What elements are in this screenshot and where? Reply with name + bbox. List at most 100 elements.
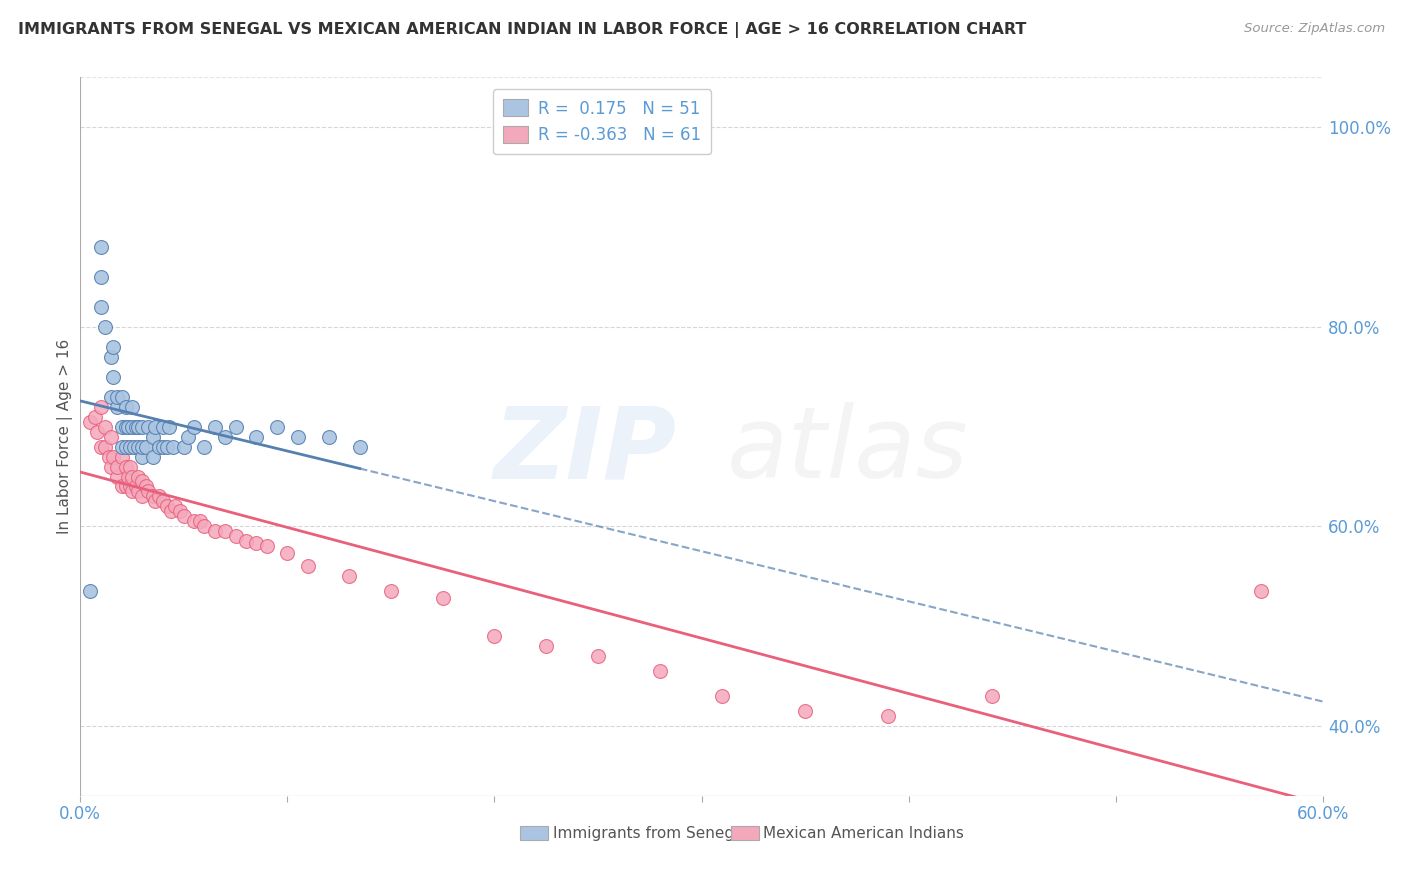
Point [94, 319, 117, 334]
Text: Source: ZipAtlas.com: Source: ZipAtlas.com [1244, 22, 1385, 36]
Point [103, 450, 125, 464]
Point [138, 484, 160, 499]
Point [276, 546, 298, 560]
Point [125, 479, 148, 493]
Point [256, 539, 278, 553]
Point [118, 440, 141, 454]
Point [98, 450, 121, 464]
Point [107, 400, 129, 414]
Point [193, 440, 215, 454]
Point [177, 429, 200, 443]
Point [152, 419, 174, 434]
Point [83, 409, 105, 424]
Point [90, 300, 112, 314]
Point [349, 440, 371, 454]
Point [127, 484, 149, 499]
Point [121, 419, 143, 434]
Point [380, 584, 402, 599]
Point [131, 475, 153, 489]
Point [100, 390, 122, 404]
Point [110, 440, 132, 454]
Point [287, 429, 309, 443]
Point [90, 440, 112, 454]
Point [114, 440, 136, 454]
Text: IMMIGRANTS FROM SENEGAL VS MEXICAN AMERICAN INDIAN IN LABOR FORCE | AGE > 16 COR: IMMIGRANTS FROM SENEGAL VS MEXICAN AMERI… [18, 22, 1026, 38]
Point [204, 419, 226, 434]
Point [122, 440, 145, 454]
Point [245, 536, 267, 550]
Point [877, 709, 900, 723]
Point [114, 419, 136, 434]
Point [90, 240, 112, 254]
Point [339, 569, 361, 583]
Point [266, 419, 288, 434]
Point [107, 469, 129, 483]
Point [980, 689, 1002, 703]
Point [297, 559, 319, 574]
Point [586, 649, 609, 664]
Point [79, 584, 101, 599]
Point [148, 490, 170, 504]
Point [110, 479, 132, 493]
Point [214, 429, 236, 443]
Point [100, 429, 122, 443]
Point [118, 459, 141, 474]
Point [169, 504, 191, 518]
Point [142, 450, 165, 464]
Point [107, 459, 129, 474]
Point [183, 419, 205, 434]
Point [86, 425, 108, 439]
Point [152, 440, 174, 454]
Legend: R =  0.175   N = 51, R = -0.363   N = 61: R = 0.175 N = 51, R = -0.363 N = 61 [494, 89, 711, 154]
Point [107, 390, 129, 404]
Point [143, 419, 166, 434]
Point [156, 500, 179, 514]
Point [121, 484, 143, 499]
Text: Immigrants from Senegal: Immigrants from Senegal [553, 826, 748, 841]
Point [193, 519, 215, 533]
Point [135, 440, 157, 454]
Point [110, 390, 132, 404]
Point [110, 450, 132, 464]
Point [156, 440, 179, 454]
Point [138, 419, 160, 434]
Y-axis label: In Labor Force | Age > 16: In Labor Force | Age > 16 [58, 339, 73, 534]
Point [1250, 584, 1272, 599]
Point [121, 469, 143, 483]
Point [135, 479, 157, 493]
Point [143, 494, 166, 508]
Point [142, 490, 165, 504]
Point [432, 591, 454, 606]
Point [110, 419, 132, 434]
Point [131, 419, 153, 434]
Point [117, 469, 139, 483]
Point [114, 459, 136, 474]
Point [90, 270, 112, 285]
Point [100, 350, 122, 364]
Point [245, 429, 267, 443]
Point [103, 340, 125, 354]
Point [148, 440, 170, 454]
Point [188, 515, 211, 529]
Point [103, 369, 125, 384]
Point [114, 400, 136, 414]
Point [204, 524, 226, 539]
Point [127, 469, 149, 483]
Point [131, 440, 153, 454]
Point [711, 689, 734, 703]
Point [235, 534, 257, 549]
Point [127, 440, 149, 454]
Point [224, 529, 246, 543]
Point [173, 440, 195, 454]
Point [214, 524, 236, 539]
Text: ZIP: ZIP [494, 402, 676, 500]
Point [183, 515, 205, 529]
Point [536, 639, 558, 653]
Point [318, 429, 340, 443]
Point [152, 494, 174, 508]
Point [121, 400, 143, 414]
Point [127, 419, 149, 434]
Point [90, 400, 112, 414]
Point [118, 479, 141, 493]
Point [100, 459, 122, 474]
